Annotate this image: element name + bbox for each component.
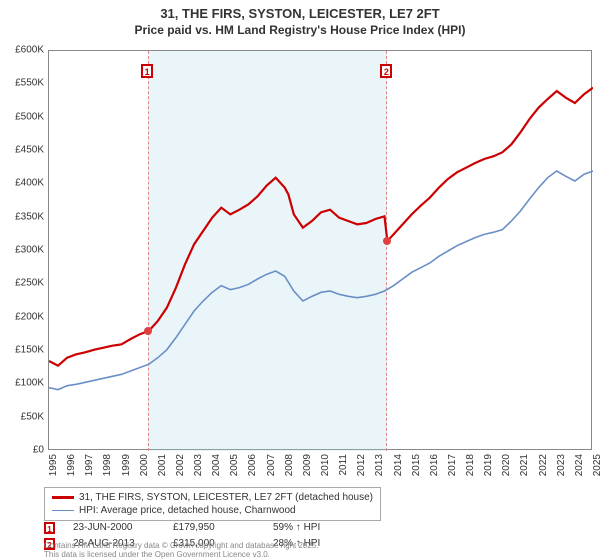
x-tick-label: 2012 — [356, 454, 367, 476]
legend-box: 31, THE FIRS, SYSTON, LEICESTER, LE7 2FT… — [44, 487, 381, 521]
y-tick-label: £200K — [0, 311, 44, 322]
y-tick-label: £600K — [0, 45, 44, 56]
sales-row-delta: 59% ↑ HPI — [273, 520, 355, 536]
x-tick-label: 2015 — [411, 454, 422, 476]
x-axis: 1995 1996 1997 1998 1999 2000 2001 2002 2003 2004… — [48, 450, 592, 482]
x-tick-label: 2001 — [157, 454, 168, 476]
plot-area: 12 — [48, 50, 592, 450]
y-tick-label: £250K — [0, 278, 44, 289]
y-tick-label: £500K — [0, 111, 44, 122]
x-tick-label: 2024 — [574, 454, 585, 476]
x-tick-label: 2016 — [429, 454, 440, 476]
sales-row: 1 23-JUN-2000 £179,950 59% ↑ HPI — [44, 520, 355, 536]
y-tick-label: £400K — [0, 178, 44, 189]
sales-row-date: 23-JUN-2000 — [73, 520, 155, 536]
y-tick-label: £350K — [0, 211, 44, 222]
x-tick-label: 1999 — [121, 454, 132, 476]
x-tick-label: 2009 — [302, 454, 313, 476]
x-tick-label: 1997 — [84, 454, 95, 476]
x-tick-label: 2007 — [266, 454, 277, 476]
legend-row: 31, THE FIRS, SYSTON, LEICESTER, LE7 2FT… — [52, 491, 373, 504]
legend-label: HPI: Average price, detached house, Char… — [79, 504, 296, 517]
x-tick-label: 2004 — [211, 454, 222, 476]
y-tick-label: £50K — [0, 411, 44, 422]
x-tick-label: 2022 — [538, 454, 549, 476]
y-axis: £0£50K£100K£150K£200K£250K£300K£350K£400… — [0, 50, 48, 450]
x-tick-label: 2014 — [393, 454, 404, 476]
y-tick-label: £300K — [0, 245, 44, 256]
x-tick-label: 2000 — [139, 454, 150, 476]
series-property — [49, 88, 593, 366]
sale-dot-1 — [144, 327, 152, 335]
x-tick-label: 2010 — [320, 454, 331, 476]
legend-swatch — [52, 496, 74, 498]
y-tick-label: £550K — [0, 78, 44, 89]
x-tick-label: 1996 — [66, 454, 77, 476]
legend-label: 31, THE FIRS, SYSTON, LEICESTER, LE7 2FT… — [79, 491, 373, 504]
y-tick-label: £450K — [0, 145, 44, 156]
y-tick-label: £0 — [0, 445, 44, 456]
x-tick-label: 2011 — [338, 454, 349, 476]
legend-swatch — [52, 510, 74, 512]
sale-marker-1: 1 — [141, 64, 153, 78]
x-tick-label: 2008 — [284, 454, 295, 476]
y-tick-label: £150K — [0, 345, 44, 356]
series-hpi — [49, 171, 593, 390]
x-tick-label: 2013 — [374, 454, 385, 476]
x-tick-label: 1995 — [48, 454, 59, 476]
x-tick-label: 2025 — [592, 454, 600, 476]
x-tick-label: 2019 — [483, 454, 494, 476]
footer-attribution: Contains HM Land Registry data © Crown c… — [44, 542, 319, 560]
x-tick-label: 2017 — [447, 454, 458, 476]
sale-dot-2 — [383, 237, 391, 245]
sales-row-price: £179,950 — [173, 520, 255, 536]
x-tick-label: 2005 — [229, 454, 240, 476]
x-tick-label: 2003 — [193, 454, 204, 476]
y-tick-label: £100K — [0, 378, 44, 389]
title-line-1: 31, THE FIRS, SYSTON, LEICESTER, LE7 2FT — [0, 6, 600, 23]
x-tick-label: 2023 — [556, 454, 567, 476]
chart-title: 31, THE FIRS, SYSTON, LEICESTER, LE7 2FT… — [0, 0, 600, 38]
x-tick-label: 2018 — [465, 454, 476, 476]
x-tick-label: 1998 — [102, 454, 113, 476]
x-tick-label: 2006 — [247, 454, 258, 476]
title-line-2: Price paid vs. HM Land Registry's House … — [0, 23, 600, 39]
footer-line-2: This data is licensed under the Open Gov… — [44, 551, 319, 560]
legend-row: HPI: Average price, detached house, Char… — [52, 504, 373, 517]
sale-marker-2: 2 — [380, 64, 392, 78]
line-series — [49, 51, 593, 451]
x-tick-label: 2021 — [519, 454, 530, 476]
x-tick-label: 2002 — [175, 454, 186, 476]
chart-container: 31, THE FIRS, SYSTON, LEICESTER, LE7 2FT… — [0, 0, 600, 560]
x-tick-label: 2020 — [501, 454, 512, 476]
sales-row-marker: 1 — [44, 522, 55, 534]
